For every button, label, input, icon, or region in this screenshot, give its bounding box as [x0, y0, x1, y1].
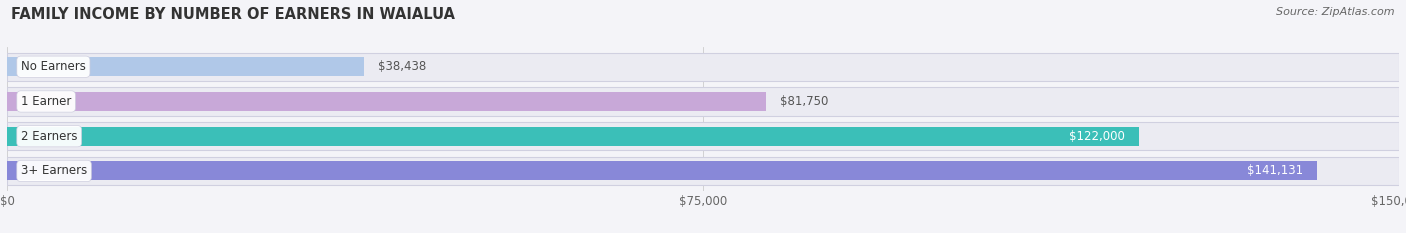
Bar	[7, 52, 1399, 81]
Bar	[7, 57, 364, 76]
Text: FAMILY INCOME BY NUMBER OF EARNERS IN WAIALUA: FAMILY INCOME BY NUMBER OF EARNERS IN WA…	[11, 7, 456, 22]
Bar	[7, 92, 766, 111]
Text: $141,131: $141,131	[1247, 164, 1303, 177]
Text: 2 Earners: 2 Earners	[21, 130, 77, 143]
Text: $38,438: $38,438	[378, 60, 426, 73]
Text: $122,000: $122,000	[1070, 130, 1125, 143]
Text: $81,750: $81,750	[779, 95, 828, 108]
Bar	[7, 161, 1316, 181]
Bar	[7, 122, 1399, 151]
Bar	[7, 87, 1399, 116]
Text: 1 Earner: 1 Earner	[21, 95, 72, 108]
Text: 3+ Earners: 3+ Earners	[21, 164, 87, 177]
Text: Source: ZipAtlas.com: Source: ZipAtlas.com	[1277, 7, 1395, 17]
Bar	[7, 157, 1399, 185]
Text: No Earners: No Earners	[21, 60, 86, 73]
Bar	[7, 127, 1139, 146]
